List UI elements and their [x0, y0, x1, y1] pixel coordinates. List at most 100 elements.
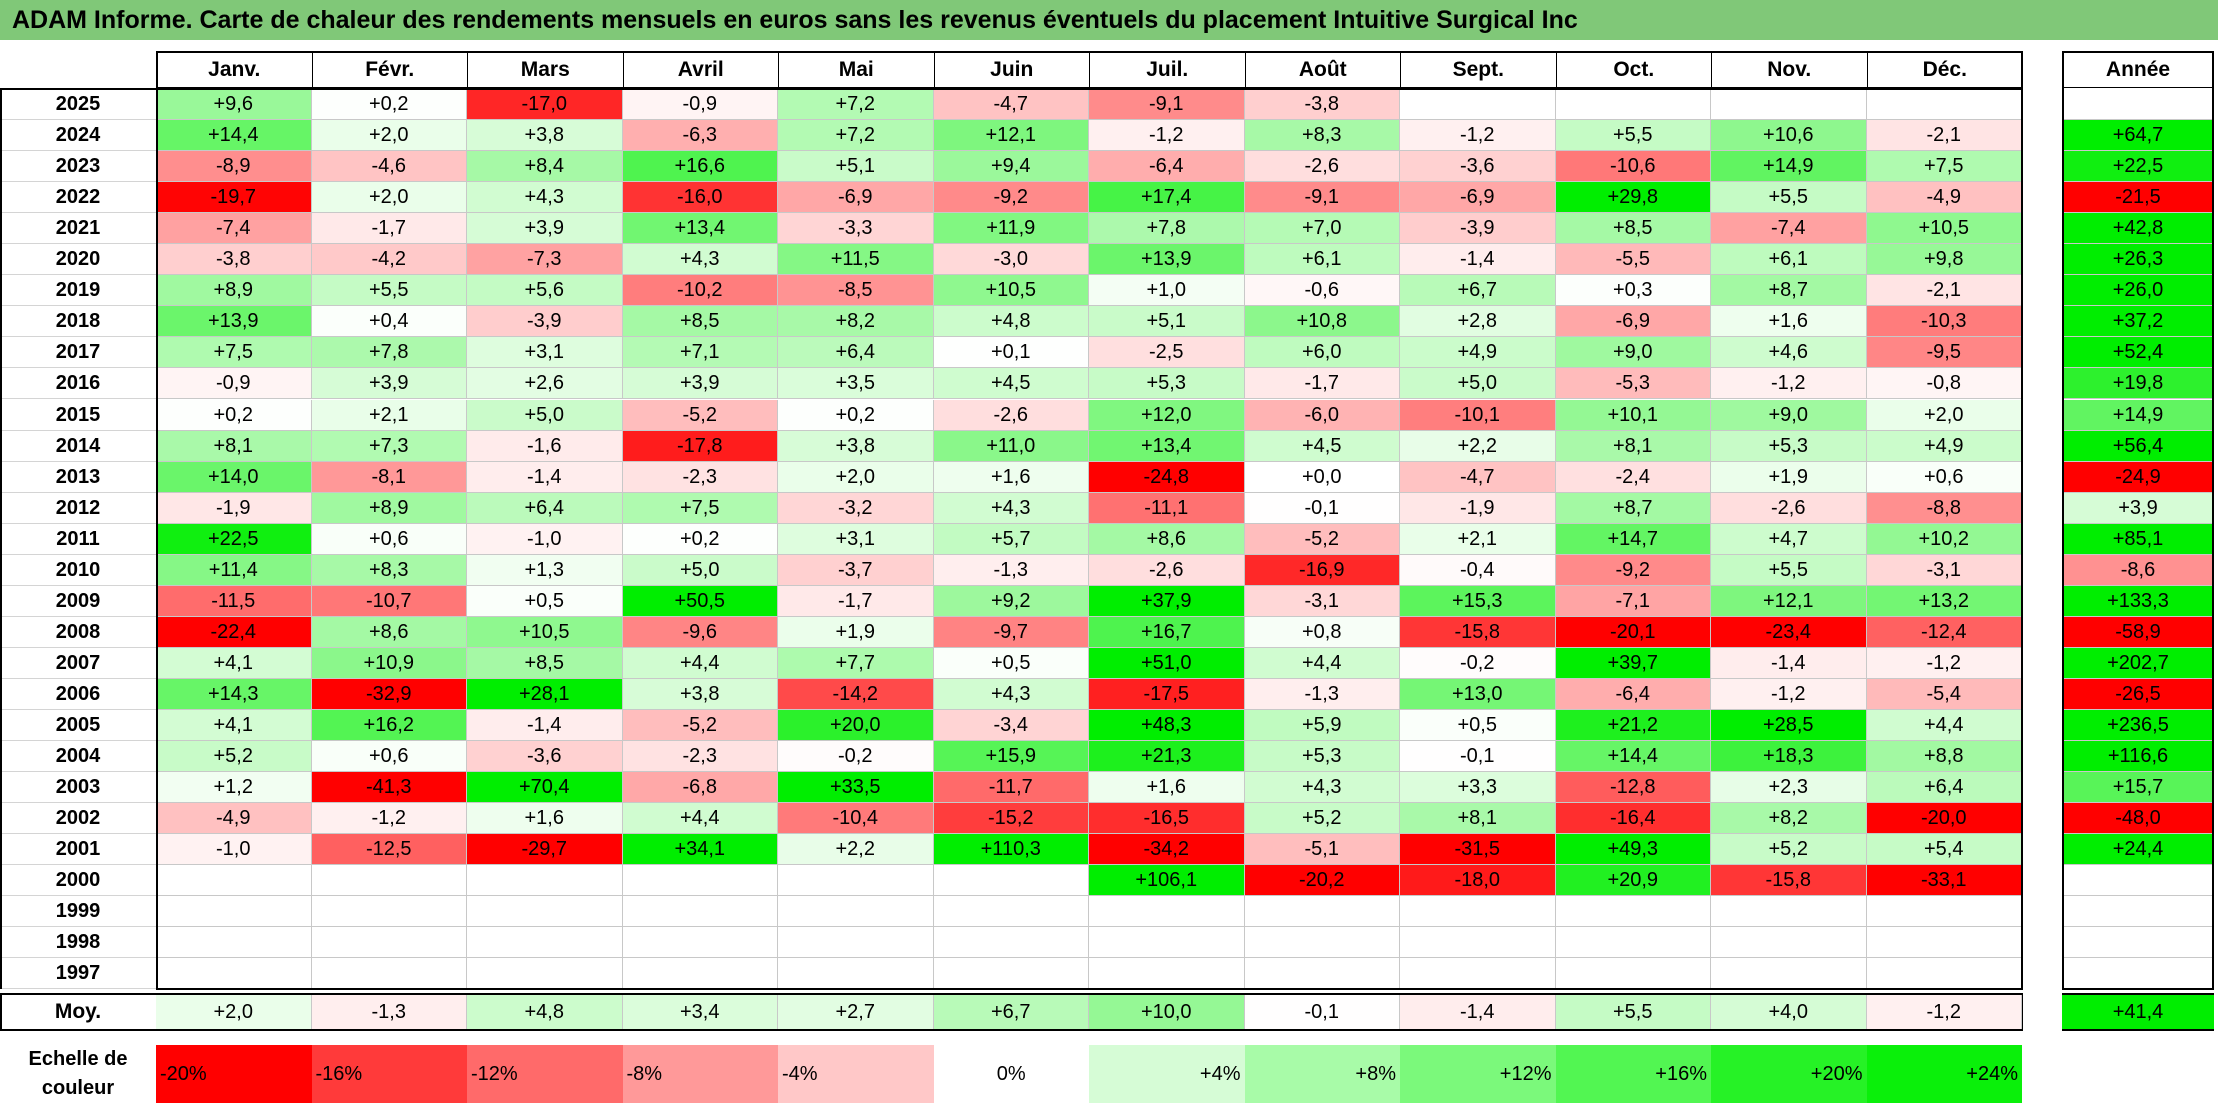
heatmap-cell: +37,9: [1089, 585, 1245, 617]
year-label: 2005: [0, 710, 156, 742]
heatmap-cell: -1,9: [1400, 492, 1556, 524]
heatmap-cell: +5,0: [1400, 368, 1556, 400]
header-rule: [0, 88, 2022, 90]
heatmap-cell: +11,5: [778, 244, 934, 276]
heatmap-cell: [1244, 958, 1400, 990]
heatmap-cell: -32,9: [311, 678, 467, 710]
heatmap-cell: [933, 865, 1089, 897]
annual-cell: -58,9: [2062, 616, 2214, 648]
left-rule: [0, 89, 2, 990]
annual-cell: +202,7: [2062, 647, 2214, 679]
heatmap-cell: -5,2: [622, 710, 778, 742]
heatmap-cell: +6,1: [1711, 244, 1867, 276]
heatmap-cell: +7,8: [1089, 213, 1245, 245]
heatmap-cell: +0,2: [311, 89, 467, 121]
scale-step: -16%: [311, 1045, 467, 1103]
heatmap-cell: [311, 865, 467, 897]
heatmap-cell: [1711, 927, 1867, 959]
heatmap-cell: -9,1: [1244, 182, 1400, 214]
annual-cell: -8,6: [2062, 554, 2214, 586]
heatmap-cell: +8,5: [1555, 213, 1711, 245]
heatmap-cell: +14,0: [156, 461, 312, 493]
heatmap-cell: -3,1: [1244, 585, 1400, 617]
heatmap-cell: +1,6: [1089, 772, 1245, 804]
heatmap-cell: +0,2: [156, 399, 312, 431]
heatmap-cell: -7,4: [156, 213, 312, 245]
heatmap-cell: +3,8: [467, 120, 623, 152]
heatmap-cell: +7,7: [778, 647, 934, 679]
heatmap-cell: +5,5: [1711, 182, 1867, 214]
heatmap-cell: +10,2: [1866, 523, 2022, 555]
year-label: 2023: [0, 151, 156, 183]
heatmap-cell: +7,5: [622, 492, 778, 524]
heatmap-cell: +21,3: [1089, 741, 1245, 773]
heatmap-cell: +12,1: [1711, 585, 1867, 617]
heatmap-cell: +4,9: [1400, 337, 1556, 369]
heatmap-cell: +4,7: [1711, 523, 1867, 555]
heatmap-cell: -2,4: [1555, 461, 1711, 493]
heatmap-cell: -9,2: [933, 182, 1089, 214]
year-label: 2014: [0, 431, 156, 462]
heatmap-cell: -5,4: [1866, 678, 2022, 710]
heatmap-cell: [1711, 896, 1867, 928]
heatmap-cell: +5,3: [1711, 430, 1867, 462]
heatmap-cell: +39,7: [1555, 647, 1711, 679]
heatmap-cell: -4,9: [156, 803, 312, 835]
heatmap-cell: +13,2: [1866, 585, 2022, 617]
annual-cell: +15,7: [2062, 772, 2214, 804]
heatmap-cell: [467, 896, 623, 928]
heatmap-cell: -1,4: [467, 710, 623, 742]
heatmap-cell: [1711, 958, 1867, 990]
heatmap-cell: +6,4: [1866, 772, 2022, 804]
heatmap-cell: +4,3: [933, 678, 1089, 710]
year-label: 2022: [0, 182, 156, 214]
heatmap-cell: +12,1: [933, 120, 1089, 152]
heatmap-cell: [311, 958, 467, 990]
heatmap-cell: [1400, 958, 1556, 990]
heatmap-cell: +7,8: [311, 337, 467, 369]
heatmap-cell: -1,0: [467, 523, 623, 555]
heatmap-cell: +20,9: [1555, 865, 1711, 897]
year-label: 2002: [0, 803, 156, 835]
heatmap-cell: -11,7: [933, 772, 1089, 804]
heatmap-cell: +5,9: [1244, 710, 1400, 742]
heatmap-cell: +3,9: [467, 213, 623, 245]
heatmap-cell: -6,4: [1555, 678, 1711, 710]
heatmap-cell: -10,4: [778, 803, 934, 835]
annual-cell: +56,4: [2062, 430, 2214, 462]
heatmap-cell: -1,2: [1866, 647, 2022, 679]
heatmap-cell: -9,7: [933, 616, 1089, 648]
scale-step: +12%: [1400, 1045, 1556, 1103]
scale-step: -4%: [778, 1045, 934, 1103]
annual-cell: +24,4: [2062, 834, 2214, 866]
month-header: Juil.: [1089, 51, 1246, 88]
heatmap-cell: +5,0: [622, 554, 778, 586]
average-cell: +2,0: [156, 995, 312, 1029]
scale-step: +24%: [1866, 1045, 2022, 1103]
heatmap-cell: [778, 927, 934, 959]
heatmap-cell: +7,5: [156, 337, 312, 369]
heatmap-cell: +28,5: [1711, 710, 1867, 742]
heatmap-cell: +12,0: [1089, 399, 1245, 431]
heatmap-cell: -3,6: [467, 741, 623, 773]
heatmap-cell: +2,0: [778, 461, 934, 493]
month-header: Déc.: [1866, 51, 2023, 88]
heatmap-cell: +9,4: [933, 151, 1089, 183]
heatmap-cell: -1,7: [1244, 368, 1400, 400]
heatmap-cell: +5,2: [156, 741, 312, 773]
heatmap-cell: -1,2: [311, 803, 467, 835]
heatmap-cell: +1,9: [778, 616, 934, 648]
heatmap-cell: +4,1: [156, 647, 312, 679]
heatmap-cell: +6,0: [1244, 337, 1400, 369]
heatmap-cell: +34,1: [622, 834, 778, 866]
heatmap-cell: +9,0: [1711, 399, 1867, 431]
heatmap-cell: +2,0: [1866, 399, 2022, 431]
heatmap-cell: -15,8: [1711, 865, 1867, 897]
heatmap-cell: +5,5: [1711, 554, 1867, 586]
heatmap-cell: +10,5: [933, 275, 1089, 307]
month-header: Août: [1244, 51, 1401, 88]
heatmap-cell: +8,6: [1089, 523, 1245, 555]
heatmap-cell: -15,2: [933, 803, 1089, 835]
annual-cell: +64,7: [2062, 120, 2214, 152]
heatmap-cell: [778, 896, 934, 928]
